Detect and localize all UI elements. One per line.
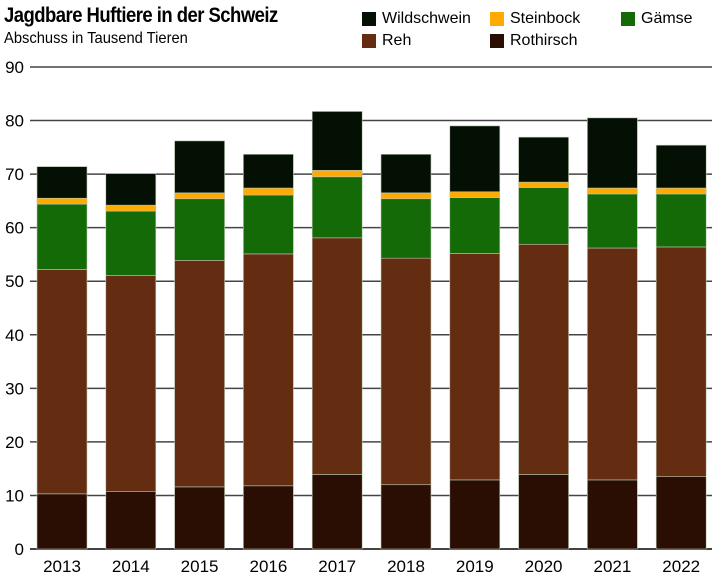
chart-subtitle: Abschuss in Tausend Tieren xyxy=(4,30,188,47)
bar-segment-reh xyxy=(380,257,432,486)
legend-swatch xyxy=(362,12,376,26)
bar-segment-reh xyxy=(587,247,638,481)
legend-item: Steinbock xyxy=(490,10,580,28)
bar-segment-steinbock xyxy=(449,191,501,198)
bar-segment-wildschwein xyxy=(36,166,88,199)
bar-segment-gämse xyxy=(105,210,157,276)
x-tick-label: 2019 xyxy=(456,557,494,576)
bar-segment-rothirsch xyxy=(655,476,707,550)
bar-segment-reh xyxy=(655,246,707,477)
y-tick-label: 70 xyxy=(5,165,24,184)
bar-segment-wildschwein xyxy=(311,111,363,171)
bar-segment-wildschwein xyxy=(380,153,432,194)
legend-item: Rothirsch xyxy=(490,32,578,50)
bar-segment-wildschwein xyxy=(587,117,638,189)
legend-swatch xyxy=(362,34,376,48)
chart-title: Jagdbare Huftiere in der Schweiz xyxy=(4,4,278,27)
bar-segment-wildschwein xyxy=(105,173,157,206)
y-tick-label: 30 xyxy=(5,379,24,398)
bar-segment-wildschwein xyxy=(174,140,225,194)
legend-swatch xyxy=(621,12,635,26)
bar-segment-reh xyxy=(105,275,157,492)
x-tick-label: 2016 xyxy=(249,557,287,576)
y-tick-label: 10 xyxy=(5,486,24,505)
bar-segment-gämse xyxy=(449,197,501,254)
bar-segment-steinbock xyxy=(380,192,432,200)
y-tick-label: 20 xyxy=(5,433,24,452)
bar-segment-rothirsch xyxy=(311,474,363,550)
bar-segment-wildschwein xyxy=(243,153,294,189)
y-tick-label: 40 xyxy=(5,326,24,345)
bar-segment-reh xyxy=(518,243,569,475)
y-tick-label: 90 xyxy=(5,58,24,77)
bar-segment-rothirsch xyxy=(587,479,638,550)
legend-swatch xyxy=(490,12,504,26)
bar-segment-reh xyxy=(36,269,88,495)
bar-segment-steinbock xyxy=(655,187,707,195)
bar-segment-rothirsch xyxy=(174,486,225,550)
bar-segment-reh xyxy=(449,253,501,481)
bar-segment-steinbock xyxy=(36,197,88,205)
bar-segment-gämse xyxy=(587,193,638,249)
bar-segment-steinbock xyxy=(174,192,225,200)
legend-label: Wildschwein xyxy=(382,10,471,27)
x-tick-label: 2013 xyxy=(43,557,81,576)
bar-segment-reh xyxy=(243,253,294,487)
bar-segment-gämse xyxy=(380,198,432,259)
x-tick-label: 2020 xyxy=(525,557,563,576)
bar-segment-gämse xyxy=(243,194,294,255)
bar-segment-rothirsch xyxy=(36,493,88,550)
x-tick-label: 2014 xyxy=(112,557,150,576)
bar-segment-rothirsch xyxy=(243,485,294,550)
bar-segment-wildschwein xyxy=(449,125,501,193)
y-tick-label: 60 xyxy=(5,219,24,238)
x-tick-label: 2018 xyxy=(387,557,425,576)
bar-segment-steinbock xyxy=(587,187,638,195)
legend-label: Rothirsch xyxy=(510,32,578,49)
bar-segment-wildschwein xyxy=(655,144,707,189)
legend-item: Reh xyxy=(362,32,411,50)
bar-segment-rothirsch xyxy=(518,474,569,550)
bar-segment-rothirsch xyxy=(449,479,501,550)
bar-segment-reh xyxy=(311,237,363,475)
bar-segment-wildschwein xyxy=(518,136,569,183)
bar-segment-rothirsch xyxy=(380,484,432,550)
legend-swatch xyxy=(490,34,504,48)
y-tick-label: 50 xyxy=(5,272,24,291)
bar-segment-gämse xyxy=(174,198,225,261)
bar-segment-rothirsch xyxy=(105,491,157,550)
bar-segment-reh xyxy=(174,260,225,488)
legend-item: Gämse xyxy=(621,10,693,28)
bar-segment-gämse xyxy=(36,203,88,270)
x-tick-label: 2022 xyxy=(662,557,700,576)
x-tick-label: 2017 xyxy=(318,557,356,576)
legend-item: Wildschwein xyxy=(362,10,471,28)
legend-label: Steinbock xyxy=(510,10,581,27)
bar-segment-steinbock xyxy=(518,181,569,188)
bar-segment-steinbock xyxy=(105,204,157,212)
bar-segment-steinbock xyxy=(243,187,294,196)
legend-label: Gämse xyxy=(641,10,693,27)
bar-segment-gämse xyxy=(518,187,569,245)
bar-segment-gämse xyxy=(655,193,707,248)
legend-label: Reh xyxy=(382,32,412,49)
x-tick-label: 2021 xyxy=(593,557,631,576)
x-tick-label: 2015 xyxy=(181,557,219,576)
y-tick-label: 0 xyxy=(15,540,24,559)
bar-segment-gämse xyxy=(311,176,363,239)
y-tick-label: 80 xyxy=(5,112,24,131)
bar-segment-steinbock xyxy=(311,170,363,178)
